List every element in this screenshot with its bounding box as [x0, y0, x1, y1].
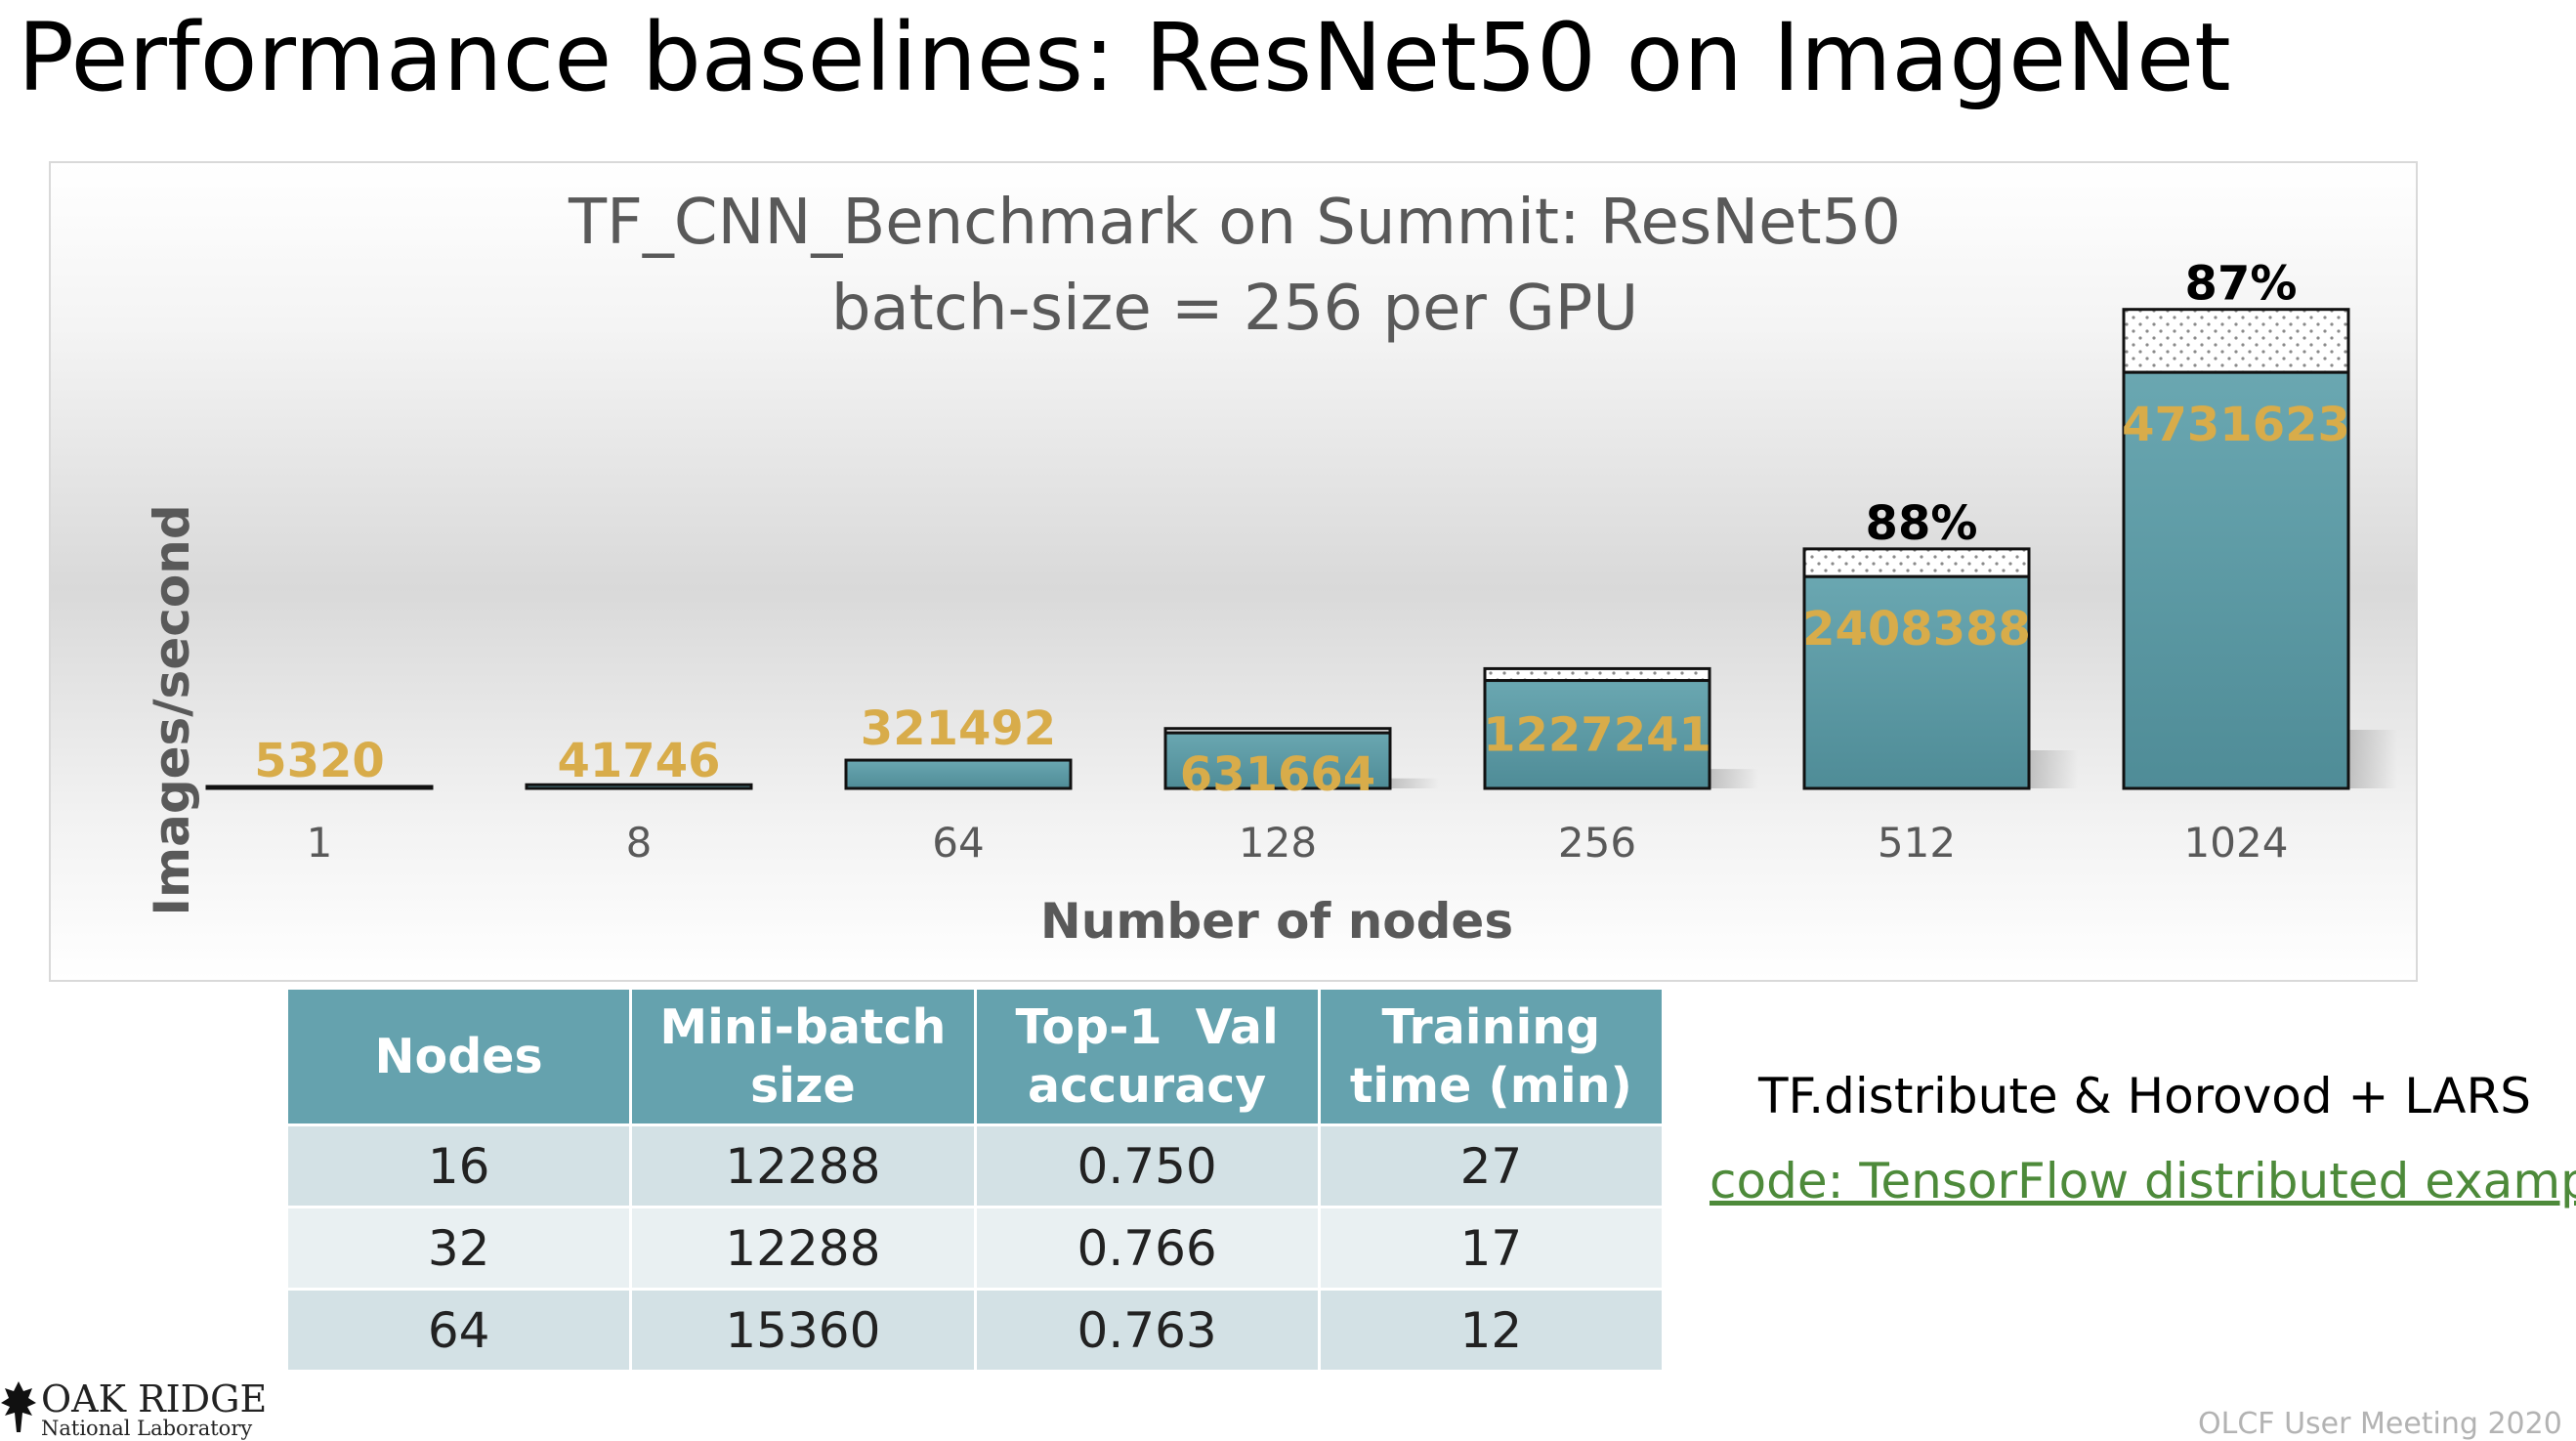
bar-shadow — [1710, 769, 1758, 788]
y-axis-label: Images/second — [144, 504, 200, 915]
efficiency-label: 87% — [2185, 257, 2298, 312]
x-tick-label: 1024 — [2184, 819, 2289, 867]
bar — [1483, 679, 1711, 790]
x-tick-label: 128 — [1239, 819, 1317, 867]
cell-nodes: 64 — [284, 1288, 633, 1373]
bar-value-label: 4731623 — [2122, 398, 2350, 452]
cell-nodes: 16 — [284, 1123, 633, 1208]
bar — [2122, 370, 2350, 790]
header-nodes: Nodes — [284, 987, 633, 1126]
x-axis-label: Number of nodes — [1040, 893, 1513, 950]
cell-nodes: 32 — [284, 1206, 633, 1291]
bar-value-label: 631664 — [1180, 747, 1375, 802]
x-tick-label: 512 — [1878, 819, 1956, 867]
cell-accuracy: 0.763 — [973, 1288, 1321, 1373]
bar-shadow — [2348, 730, 2397, 788]
cell-training-time: 12 — [1317, 1288, 1666, 1373]
bar — [205, 784, 434, 790]
bar-value-label: 1227241 — [1483, 708, 1711, 763]
header-top1-accuracy: Top-1 Val accuracy — [973, 987, 1321, 1126]
bar — [844, 758, 1073, 790]
bars-layer: 5320 1 41746 8 321492 64 631664 128 1227241 256 24… — [205, 257, 2397, 867]
chart-panel: TF_CNN_Benchmark on Summit: ResNet50 bat… — [49, 161, 2418, 982]
oak-ridge-logo: OAK RIDGE National Laboratory — [0, 1377, 267, 1440]
bar-value-label: 321492 — [861, 701, 1056, 756]
chart-subtitle: batch-size = 256 per GPU — [831, 273, 1638, 345]
footer-text: OLCF User Meeting 2020 — [2198, 1407, 2562, 1441]
cell-accuracy: 0.766 — [973, 1206, 1321, 1291]
x-tick-label: 8 — [626, 819, 653, 867]
chart-title: TF_CNN_Benchmark on Summit: ResNet50 — [568, 187, 1901, 259]
cell-accuracy: 0.750 — [973, 1123, 1321, 1208]
efficiency-label: 88% — [1866, 496, 1978, 551]
oak-leaf-icon — [1, 1381, 36, 1432]
bar-chart: TF_CNN_Benchmark on Summit: ResNet50 bat… — [144, 187, 2397, 950]
cell-mini-batch: 15360 — [629, 1288, 977, 1373]
x-tick-label: 256 — [1558, 819, 1636, 867]
table-header-row: Nodes Mini-batch size Top-1 Val accuracy T… — [284, 987, 1666, 1126]
ideal-scaling-bar — [2122, 308, 2350, 374]
cell-mini-batch: 12288 — [629, 1123, 977, 1208]
bar-value-label: 2408388 — [1802, 602, 2031, 657]
bar — [1163, 731, 1392, 790]
cell-training-time: 17 — [1317, 1206, 1666, 1291]
header-training-time: Training time (min) — [1317, 987, 1666, 1126]
cell-training-time: 27 — [1317, 1123, 1666, 1208]
bar-value-label: 5320 — [254, 734, 385, 788]
bar-shadow — [2029, 749, 2078, 788]
table-row: 32 12288 0.766 17 — [284, 1206, 1666, 1291]
ideal-scaling-bar — [1483, 666, 1711, 683]
bar-value-label: 41746 — [558, 734, 721, 788]
table-row: 16 12288 0.750 27 — [284, 1123, 1666, 1208]
x-tick-label: 1 — [307, 819, 333, 867]
framework-note: TF.distribute & Horovod + LARS — [1758, 1068, 2531, 1124]
x-tick-label: 64 — [932, 819, 984, 867]
bar-shadow — [1390, 778, 1439, 788]
logo-subtitle: National Laboratory — [41, 1417, 253, 1440]
ideal-scaling-bar — [1802, 547, 2031, 578]
code-example-link[interactable]: code: TensorFlow distributed example — [1710, 1153, 2576, 1209]
bar — [1802, 574, 2031, 790]
header-mini-batch-size: Mini-batch size — [629, 987, 977, 1126]
slide-title: Performance baselines: ResNet50 on Image… — [18, 3, 2231, 112]
logo-name: OAK RIDGE — [41, 1377, 268, 1420]
results-table: Nodes Mini-batch size Top-1 Val accuracy T… — [284, 987, 1666, 1373]
cell-mini-batch: 12288 — [629, 1206, 977, 1291]
bar — [525, 783, 753, 790]
table-row: 64 15360 0.763 12 — [284, 1288, 1666, 1373]
